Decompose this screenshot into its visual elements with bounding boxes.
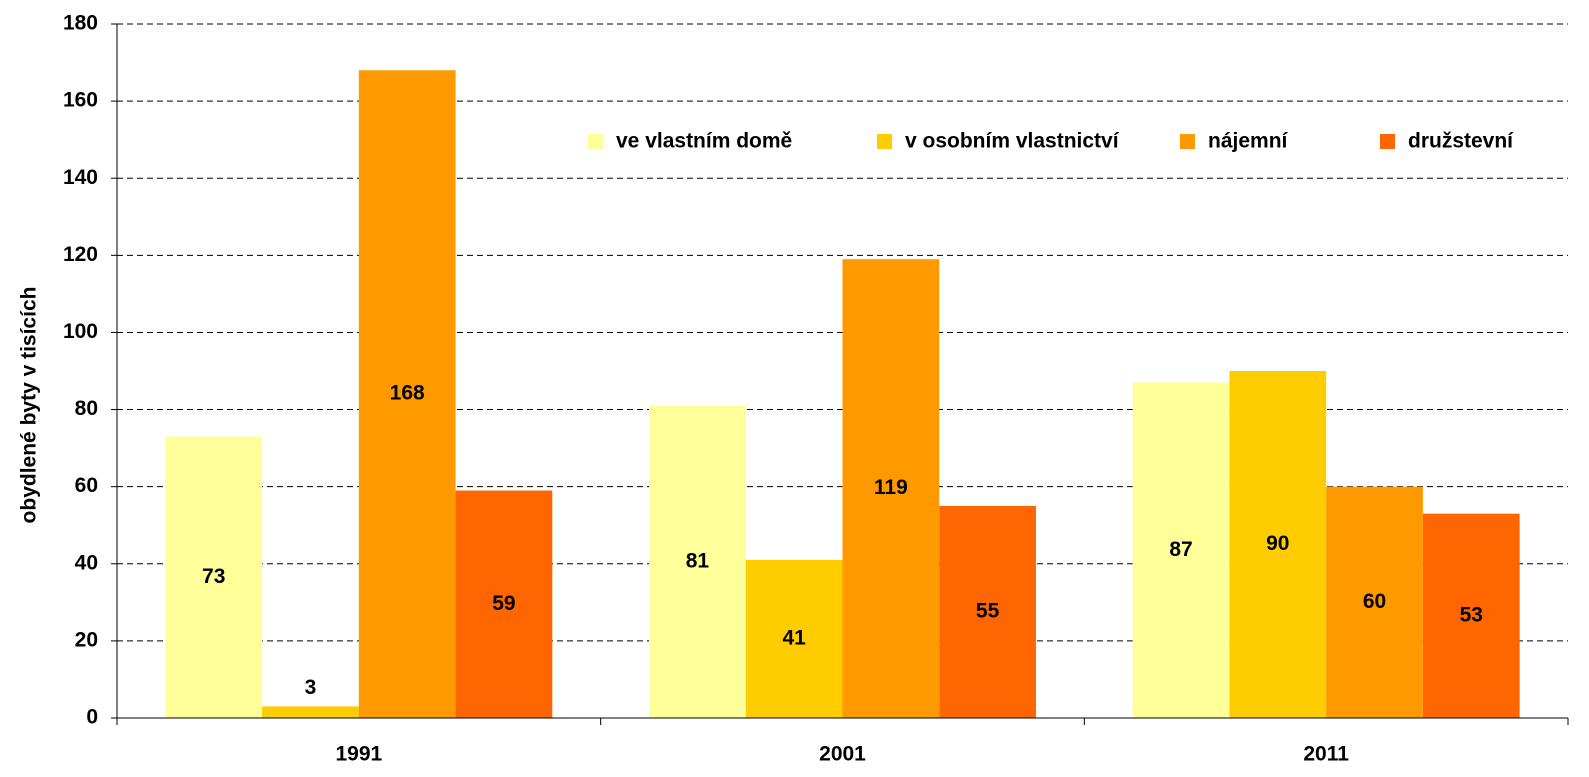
data-label: 87 xyxy=(1169,538,1192,561)
bar xyxy=(1422,513,1520,718)
legend-label: ve vlastním domě xyxy=(616,130,792,153)
y-axis-label: obydlené byty v tisících xyxy=(18,287,41,524)
legend-label: družstevní xyxy=(1408,130,1514,153)
x-tick-label: 2011 xyxy=(1303,743,1349,766)
legend-swatch xyxy=(588,134,603,149)
y-tick-label: 80 xyxy=(75,397,98,420)
y-tick-label: 20 xyxy=(75,628,98,651)
bar xyxy=(358,70,456,719)
data-label: 119 xyxy=(874,476,908,499)
legend-swatch xyxy=(1180,134,1195,149)
data-label: 41 xyxy=(782,627,806,650)
data-label: 53 xyxy=(1460,603,1483,626)
data-label: 55 xyxy=(976,600,1000,623)
y-tick-label: 100 xyxy=(63,320,98,343)
y-tick-label: 180 xyxy=(63,12,98,35)
y-tick-label: 160 xyxy=(63,89,98,112)
x-tick-label: 1991 xyxy=(335,743,382,766)
y-tick-label: 40 xyxy=(75,551,98,574)
bar xyxy=(455,490,553,718)
legend-label: nájemní xyxy=(1208,130,1289,153)
legend-swatch xyxy=(1380,134,1395,149)
y-tick-label: 120 xyxy=(63,243,98,266)
bar xyxy=(1229,371,1327,718)
data-label: 59 xyxy=(492,592,515,615)
bar xyxy=(1132,382,1230,718)
data-label: 60 xyxy=(1363,590,1386,613)
y-tick-label: 60 xyxy=(75,474,98,497)
y-tick-label: 0 xyxy=(86,706,98,729)
y-tick-label: 140 xyxy=(63,166,98,189)
data-label: 73 xyxy=(202,565,225,588)
data-label: 3 xyxy=(305,676,317,699)
legend-swatch xyxy=(877,134,892,149)
bar xyxy=(745,559,843,718)
data-label: 90 xyxy=(1266,532,1289,555)
bar xyxy=(939,505,1036,718)
data-label: 81 xyxy=(686,549,710,572)
data-label: 168 xyxy=(390,382,425,405)
bar xyxy=(842,259,940,718)
legend-label: v osobním vlastnictví xyxy=(905,130,1120,153)
bar xyxy=(165,436,263,718)
bar xyxy=(1326,486,1423,718)
x-tick-label: 2001 xyxy=(819,743,866,766)
bar xyxy=(262,706,359,718)
bar xyxy=(649,405,746,718)
